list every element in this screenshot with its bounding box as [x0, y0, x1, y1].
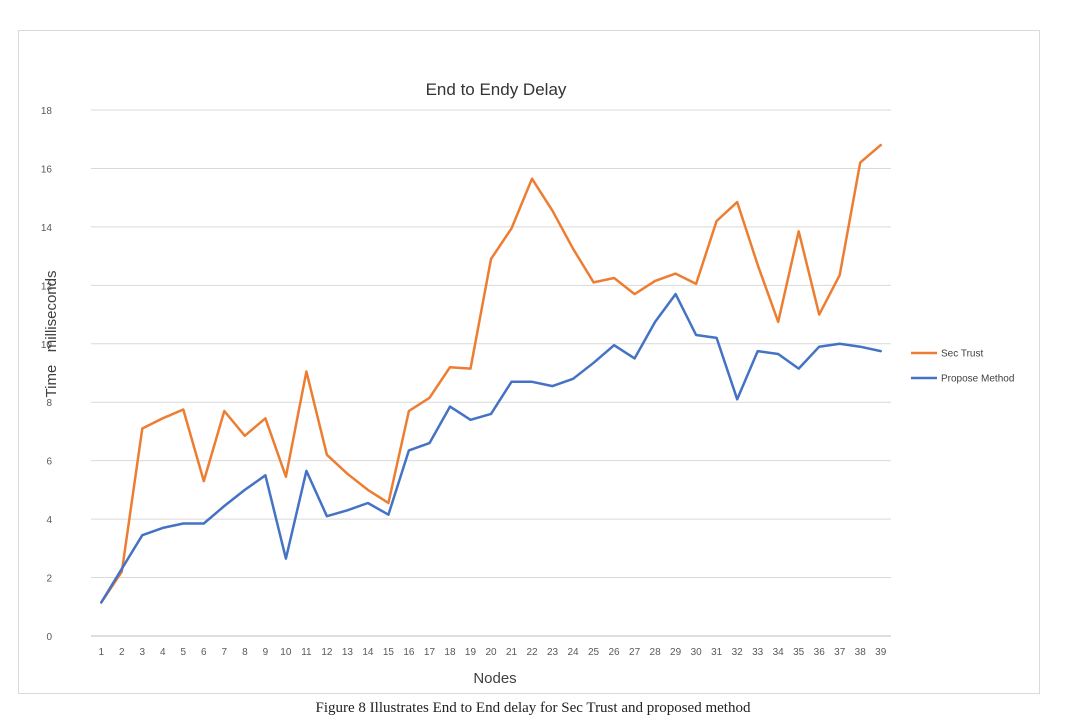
legend: Sec Trust Propose Method [911, 349, 1014, 385]
x-tick-label: 26 [609, 647, 621, 658]
x-tick-label: 21 [506, 647, 518, 658]
x-tick-label: 30 [691, 647, 703, 658]
x-tick-label: 13 [342, 647, 354, 658]
x-tick-label: 5 [181, 647, 187, 658]
x-tick-label: 19 [465, 647, 477, 658]
y-tick-label: 12 [41, 281, 53, 292]
y-tick-label: 18 [41, 106, 53, 117]
chart-title: End to Endy Delay [426, 80, 567, 99]
x-tick-label: 38 [855, 647, 867, 658]
x-tick-label: 24 [567, 647, 579, 658]
y-tick-label: 16 [41, 164, 53, 175]
x-tick-label: 22 [526, 647, 538, 658]
x-tick-label: 11 [301, 647, 312, 658]
x-tick-label: 32 [732, 647, 744, 658]
x-tick-label: 17 [424, 647, 436, 658]
x-tick-label: 8 [242, 647, 248, 658]
y-axis-title: Time milliseconds [43, 271, 60, 398]
x-tick-label: 37 [834, 647, 846, 658]
x-tick-label: 16 [403, 647, 415, 658]
x-tick-label: 6 [201, 647, 207, 658]
x-tick-label: 34 [773, 647, 785, 658]
y-tick-label: 8 [46, 398, 52, 409]
x-axis-title: Nodes [473, 670, 516, 687]
x-tick-label: 27 [629, 647, 641, 658]
x-tick-label: 39 [875, 647, 887, 658]
x-tick-label: 36 [814, 647, 826, 658]
x-tick-label: 25 [588, 647, 600, 658]
x-tick-label: 4 [160, 647, 166, 658]
x-tick-label: 20 [485, 647, 497, 658]
legend-label: Propose Method [941, 374, 1014, 385]
x-tick-label: 29 [670, 647, 682, 658]
y-tick-label: 0 [46, 632, 52, 643]
y-tick-label: 6 [46, 457, 52, 468]
x-tick-label: 3 [140, 647, 146, 658]
x-tick-label: 10 [280, 647, 292, 658]
gridlines [91, 109, 891, 637]
legend-label: Sec Trust [941, 349, 983, 360]
x-tick-label: 2 [119, 647, 125, 658]
x-tick-labels: 1 2 3 4 5 6 7 8 9 10 11 12 13 14 15 16 17 18 19 20 21 22 23 24 2… [98, 647, 886, 658]
x-tick-label: 9 [263, 647, 269, 658]
y-tick-labels: 0 2 4 6 8 10 12 14 16 18 [41, 106, 53, 643]
y-tick-label: 10 [41, 340, 53, 351]
series-line-propose-method [100, 292, 882, 604]
x-tick-label: 33 [752, 647, 764, 658]
series-lines [100, 143, 882, 604]
figure-caption: Figure 8 Illustrates End to End delay fo… [315, 700, 751, 716]
x-tick-label: 28 [650, 647, 662, 658]
series-line-sec-trust [100, 143, 882, 604]
x-tick-label: 12 [321, 647, 333, 658]
x-tick-label: 35 [793, 647, 805, 658]
x-tick-label: 15 [383, 647, 395, 658]
x-tick-label: 31 [711, 647, 723, 658]
y-tick-label: 2 [46, 574, 52, 585]
x-tick-label: 23 [547, 647, 559, 658]
x-tick-label: 18 [444, 647, 456, 658]
y-tick-label: 14 [41, 223, 53, 234]
y-tick-label: 4 [46, 515, 52, 526]
x-tick-label: 14 [362, 647, 374, 658]
x-tick-label: 1 [98, 647, 104, 658]
x-tick-label: 7 [222, 647, 228, 658]
